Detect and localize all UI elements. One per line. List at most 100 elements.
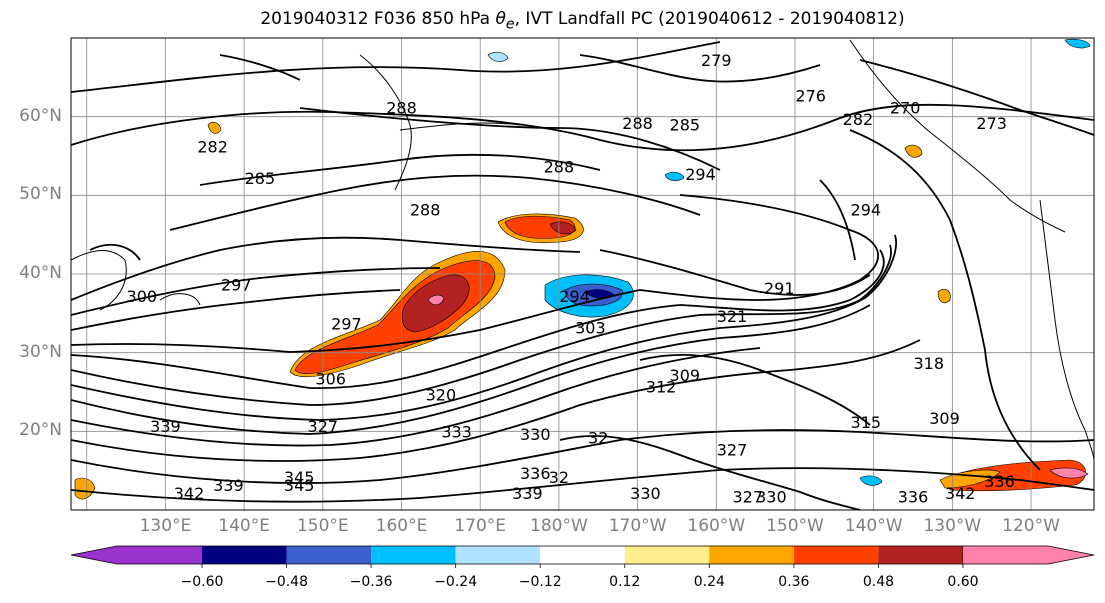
latitude-label: 20°N — [19, 420, 62, 441]
colorbar-tick-label: 0.48 — [862, 574, 895, 590]
contour-label: 327 — [717, 441, 748, 460]
theta-e-contour — [71, 429, 1094, 484]
colorbar-tick-label: −0.12 — [518, 574, 562, 590]
ivt-shading-region — [937, 288, 951, 304]
coastline — [71, 250, 127, 311]
contour-label: 282 — [843, 110, 874, 129]
contour-label: 285 — [245, 169, 276, 188]
theta-e-contour — [71, 194, 879, 353]
contour-label: 342 — [945, 484, 976, 503]
theta-e-contour — [599, 249, 871, 296]
contour-label: 339 — [512, 484, 543, 503]
coastline — [1039, 199, 1094, 461]
colorbar-tick-label: −0.24 — [434, 574, 478, 590]
coastline — [399, 122, 521, 131]
ivt-shading-region — [664, 171, 685, 181]
contour-label: 336 — [898, 488, 929, 507]
theta-e-contour — [71, 236, 581, 301]
contour-label: 321 — [717, 307, 748, 326]
colorbar-tick-label: 0.24 — [693, 574, 725, 590]
contour-label: 309 — [929, 409, 960, 428]
theta-e-contour — [71, 267, 441, 316]
theta-e-contour — [71, 103, 1094, 152]
contour-label: 288 — [410, 201, 441, 220]
ivt-shading-region — [427, 294, 445, 306]
contour-label: 318 — [913, 354, 944, 373]
ivt-shading-region — [1049, 467, 1089, 479]
theta-e-contour — [71, 244, 892, 406]
theta-e-contour — [199, 153, 601, 186]
theta-e-contour — [71, 234, 897, 421]
colorbar-segment — [540, 546, 625, 564]
contour-label: 339 — [150, 417, 181, 436]
theta-e-contour — [71, 249, 885, 390]
theta-e-contour — [819, 179, 856, 261]
colorbar-segment — [793, 546, 879, 564]
contour-label: 345 — [284, 468, 315, 487]
contour-label: 336 — [984, 472, 1015, 491]
contour-label: 32 — [549, 468, 569, 487]
theta-e-contour-layer — [71, 41, 1094, 510]
ivt-shading-region — [904, 144, 923, 158]
contour-label: 330 — [756, 488, 787, 507]
theta-e-contour — [71, 304, 871, 435]
coastline — [849, 39, 1066, 233]
contour-label: 273 — [976, 114, 1007, 133]
colorbar-outline — [70, 545, 1095, 565]
contour-label: 297 — [331, 315, 362, 334]
longitude-label: 140°W — [844, 516, 903, 536]
theta-e-contour — [219, 54, 301, 81]
colorbar-tick-label: −0.60 — [180, 574, 224, 590]
contour-label-layer: 279 276 270 273 288 288 285 282 282 285 288 294 288 2… — [127, 51, 1015, 507]
theta-e-contour — [849, 129, 1041, 471]
title-suffix: , IVT Landfall PC (2019040612 - 20190408… — [514, 9, 905, 29]
ivt-shading-region — [1064, 38, 1091, 49]
ivt-shading-region — [74, 477, 96, 500]
theta-e-contour — [559, 435, 861, 510]
colorbar-tick-label: 0.36 — [778, 574, 810, 590]
title-theta-subscript: e — [505, 16, 515, 33]
contour-label: 279 — [701, 51, 732, 70]
ivt-shading-region — [487, 51, 509, 62]
contour-label: 339 — [213, 476, 244, 495]
theta-e-contour — [71, 339, 921, 462]
contour-label: 333 — [441, 422, 472, 441]
theta-e-contour — [639, 353, 871, 426]
ivt-shading-region — [859, 475, 883, 486]
contour-label: 294 — [685, 165, 716, 184]
colorbar-tick-label: −0.36 — [349, 574, 393, 590]
theta-e-contour — [859, 59, 1094, 136]
colorbar-segment — [624, 546, 710, 564]
longitude-label: 130°W — [923, 516, 982, 536]
theta-e-contour — [89, 243, 141, 261]
contour-label: 327 — [732, 488, 763, 507]
graticule-layer — [71, 38, 1094, 510]
contour-label: 288 — [386, 98, 417, 117]
contour-label: 294 — [559, 287, 590, 306]
latitude-label: 30°N — [19, 341, 62, 362]
title-prefix: 2019040312 F036 850 hPa — [260, 9, 496, 29]
contour-label: 303 — [575, 319, 606, 338]
longitude-label: 150°W — [766, 516, 824, 536]
contour-label: 276 — [795, 87, 826, 106]
contour-label: 327 — [308, 417, 339, 436]
longitude-label: 170°W — [608, 516, 667, 536]
longitude-label: 120°W — [1002, 516, 1060, 536]
contour-label: 300 — [127, 287, 158, 306]
colorbar-segment — [455, 546, 541, 564]
longitude-label: 170°E — [454, 516, 507, 536]
contour-label: 342 — [174, 484, 205, 503]
contour-label: 270 — [890, 98, 921, 117]
longitude-label: 130°E — [139, 516, 192, 536]
theta-e-contour — [71, 347, 761, 447]
theta-e-contour — [299, 107, 721, 171]
colorbar-tick-label: −0.48 — [265, 574, 308, 590]
contour-label: 285 — [670, 116, 701, 135]
contour-label: 294 — [851, 201, 882, 220]
theta-e-contour — [579, 54, 821, 83]
longitude-label: 160°E — [375, 516, 428, 536]
colorbar-segment — [371, 546, 456, 564]
longitude-label: 180°W — [530, 516, 588, 536]
longitude-label: 140°E — [218, 516, 270, 536]
contour-label: 282 — [197, 138, 228, 157]
